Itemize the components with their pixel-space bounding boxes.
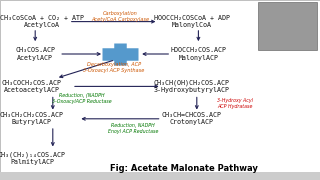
- Text: CH₃CH=CHCOS.ACP
CrotonylACP: CH₃CH=CHCOS.ACP CrotonylACP: [162, 112, 222, 125]
- Text: CH₃CH₂CH₂COS.ACP
ButyrylACP: CH₃CH₂CH₂COS.ACP ButyrylACP: [0, 112, 64, 125]
- Text: CH₃CH(OH)CH₂COS.ACP
3-HydroxybutyrylACP: CH₃CH(OH)CH₂COS.ACP 3-HydroxybutyrylACP: [154, 80, 230, 93]
- Text: Carboxylation
AcetylCoA Carboxylase: Carboxylation AcetylCoA Carboxylase: [91, 11, 149, 22]
- FancyBboxPatch shape: [258, 2, 317, 50]
- Text: Reduction, NADPH
Enoyl ACP Reductase: Reduction, NADPH Enoyl ACP Reductase: [108, 123, 158, 134]
- Text: 3-Hydroxy Acyl
ACP Hydratase: 3-Hydroxy Acyl ACP Hydratase: [217, 98, 253, 109]
- Bar: [0, 172, 320, 180]
- Text: Decarboxylation, ACP
3-Oxoacyl ACP Synthase: Decarboxylation, ACP 3-Oxoacyl ACP Synth…: [83, 62, 144, 73]
- Text: CH₃COCH₂COS.ACP
AcetoacetylACP: CH₃COCH₂COS.ACP AcetoacetylACP: [2, 80, 62, 93]
- Text: Reduction, (NADPH
3-OxoacylACP Reductase: Reduction, (NADPH 3-OxoacylACP Reductase: [52, 93, 111, 104]
- Text: CH₃CoSCoA + CO₂ + ATP
AcetylCoA: CH₃CoSCoA + CO₂ + ATP AcetylCoA: [0, 15, 84, 28]
- FancyBboxPatch shape: [0, 0, 320, 172]
- Text: Fig: Acetate Malonate Pathway: Fig: Acetate Malonate Pathway: [110, 164, 258, 173]
- Text: HOOCCH₂COS.ACP
MalonylACP: HOOCCH₂COS.ACP MalonylACP: [171, 47, 227, 61]
- Text: HOOCCH₂COSCoA + ADP
MalonylCoA: HOOCCH₂COSCoA + ADP MalonylCoA: [154, 15, 230, 28]
- Text: CH₃(CH₂)₁₄COS.ACP
PalmitylACP: CH₃(CH₂)₁₄COS.ACP PalmitylACP: [0, 152, 66, 165]
- Text: CH₃COS.ACP
AcetylACP: CH₃COS.ACP AcetylACP: [15, 47, 55, 61]
